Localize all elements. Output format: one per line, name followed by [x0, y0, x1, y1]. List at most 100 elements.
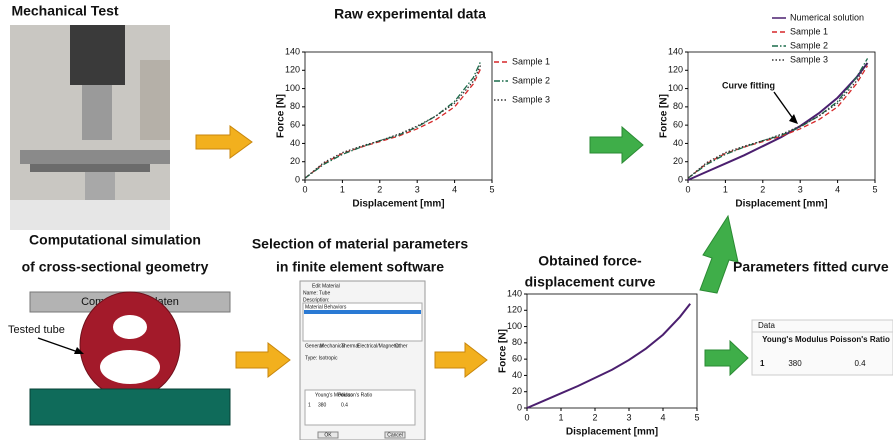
series-line [688, 58, 868, 178]
base-mesh [30, 389, 230, 425]
legend-label: Sample 2 [512, 75, 550, 85]
dialog-tab: Electrical/Magnetic [357, 343, 399, 349]
y-axis-label: Force [N] [659, 94, 670, 138]
y-tick-label: 0 [295, 174, 300, 184]
dialog-field: Material Behaviors [305, 304, 347, 310]
series-line [305, 68, 481, 178]
plot-frame [527, 294, 697, 408]
dialog-button[interactable]: OK [324, 432, 332, 438]
annotation-arrow [774, 92, 794, 120]
dialog-field: Type: Isotropic [305, 355, 338, 361]
arrow [196, 126, 252, 158]
legend-label: Sample 2 [790, 40, 828, 50]
x-tick-label: 5 [489, 184, 494, 194]
x-tick-label: 4 [835, 184, 840, 194]
dialog-title: Edit Material [312, 283, 340, 289]
dialog-cell: 0.4 [341, 402, 348, 408]
x-tick-label: 1 [723, 184, 728, 194]
table-cell: 1 [760, 359, 765, 368]
x-tick-label: 5 [872, 184, 877, 194]
series-line [688, 66, 868, 178]
series-line [688, 63, 868, 180]
y-tick-label: 100 [668, 83, 683, 93]
annotation: Curve fitting [722, 80, 775, 90]
x-tick-label: 2 [760, 184, 765, 194]
chart-title: Raw experimental data [334, 6, 486, 22]
y-tick-label: 0 [517, 402, 522, 412]
y-tick-label: 140 [285, 46, 300, 56]
legend-label: Sample 3 [512, 94, 550, 104]
y-tick-label: 60 [673, 120, 683, 130]
dialog-column: Poisson's Ratio [338, 392, 373, 398]
x-tick-label: 3 [626, 412, 631, 422]
dialog-cell: 1 [308, 402, 311, 408]
figure: Mechanical Test Computational simulation… [0, 0, 893, 440]
y-tick-label: 20 [673, 156, 683, 166]
table-caption: Data [758, 321, 775, 330]
x-tick-label: 3 [415, 184, 420, 194]
x-tick-label: 2 [592, 412, 597, 422]
legend-label: Numerical solution [790, 12, 864, 22]
plot-frame [305, 52, 492, 180]
y-axis-label: Force [N] [498, 329, 509, 373]
dialog-button[interactable]: Cancel [387, 432, 403, 438]
x-tick-label: 2 [377, 184, 382, 194]
y-tick-label: 0 [678, 174, 683, 184]
y-tick-label: 120 [507, 305, 522, 315]
panel-title: Computational simulation [29, 232, 201, 248]
dialog-field: Description: [303, 297, 329, 303]
arrow [236, 343, 290, 377]
plot-frame [688, 52, 875, 180]
chart-title: Obtained force- [538, 253, 642, 269]
y-tick-label: 140 [668, 46, 683, 56]
chart-title: displacement curve [525, 274, 656, 290]
x-tick-label: 1 [340, 184, 345, 194]
arrow [435, 343, 487, 377]
x-axis-label: Displacement [mm] [352, 199, 444, 210]
panel-title: of cross-sectional geometry [22, 259, 209, 275]
y-axis-label: Force [N] [276, 94, 287, 138]
y-tick-label: 100 [285, 83, 300, 93]
y-tick-label: 100 [507, 321, 522, 331]
panel-title: Mechanical Test [11, 3, 118, 19]
table-cell: 380 [788, 359, 802, 368]
y-tick-label: 40 [673, 138, 683, 148]
y-tick-label: 20 [512, 386, 522, 396]
arrow [590, 127, 643, 163]
x-tick-label: 1 [558, 412, 563, 422]
x-axis-label: Displacement [mm] [735, 199, 827, 210]
tube-hole [113, 315, 147, 339]
dialog-cell: 380 [318, 402, 327, 408]
tube-label: Tested tube [8, 324, 65, 336]
x-tick-label: 3 [798, 184, 803, 194]
table-cell: 0.4 [854, 359, 866, 368]
table-header: Poisson's Ratio [830, 335, 890, 344]
y-tick-label: 40 [290, 138, 300, 148]
y-tick-label: 60 [290, 120, 300, 130]
legend-label: Sample 1 [512, 56, 550, 66]
series-line [305, 65, 481, 178]
dialog-field: Name: Tube [303, 290, 330, 296]
y-tick-label: 80 [290, 101, 300, 111]
param-table: Data Young's Modulus Poisson's Ratio 1 3… [752, 320, 893, 375]
x-tick-label: 5 [694, 412, 699, 422]
x-tick-label: 4 [452, 184, 457, 194]
panel-title: Parameters fitted curve [733, 259, 889, 275]
y-tick-label: 140 [507, 288, 522, 298]
y-tick-label: 120 [285, 65, 300, 75]
y-tick-label: 20 [290, 156, 300, 166]
x-tick-label: 0 [302, 184, 307, 194]
y-tick-label: 80 [673, 101, 683, 111]
tube-hole [100, 350, 160, 384]
x-axis-label: Displacement [mm] [566, 427, 658, 438]
table-header: Young's Modulus [762, 335, 828, 344]
y-tick-label: 120 [668, 65, 683, 75]
y-tick-label: 40 [512, 370, 522, 380]
y-tick-label: 60 [512, 354, 522, 364]
test-photo [10, 25, 170, 230]
x-tick-label: 0 [524, 412, 529, 422]
legend-label: Sample 1 [790, 26, 828, 36]
series-line [305, 61, 481, 178]
x-tick-label: 0 [685, 184, 690, 194]
panel-title: in finite element software [276, 259, 444, 275]
